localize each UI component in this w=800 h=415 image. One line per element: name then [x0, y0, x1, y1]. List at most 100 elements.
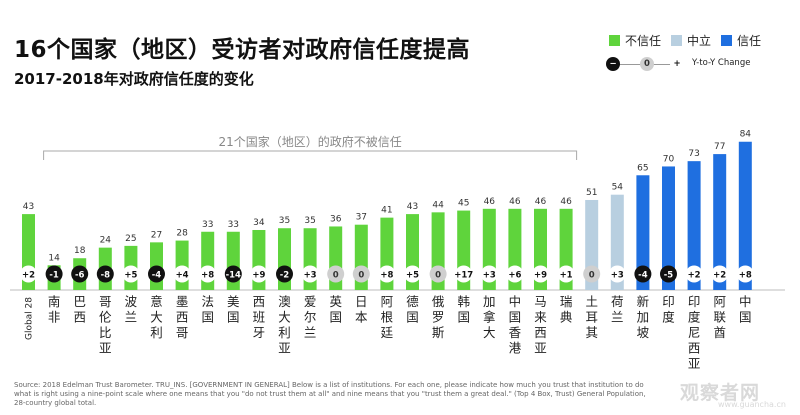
bar-value-label: 46 — [535, 197, 547, 207]
bar — [662, 166, 675, 290]
category-label: 中国香港 — [509, 294, 522, 356]
yoy-change-label: -4 — [638, 271, 648, 281]
bar-value-label: 70 — [663, 154, 675, 164]
bar-value-label: 84 — [740, 130, 752, 140]
category-label: 英国 — [329, 294, 342, 325]
yoy-change-label: 0 — [435, 271, 441, 281]
bar-value-label: 24 — [100, 236, 112, 246]
yoy-change-label: -8 — [101, 271, 111, 281]
watermark-url: www.guancha.cn — [718, 400, 786, 409]
yoy-change-circle — [122, 265, 140, 283]
yoy-change-label: -6 — [75, 271, 85, 281]
yoy-legend-zero: 0 — [640, 57, 654, 71]
category-label: 巴西 — [73, 294, 86, 325]
category-label: 意大利 — [150, 294, 163, 340]
bar-value-label: 35 — [279, 216, 290, 226]
category-label: 爱尔兰 — [304, 294, 317, 340]
category-label: 法国 — [201, 294, 214, 325]
bar-value-label: 25 — [125, 234, 136, 244]
bar-value-label: 41 — [381, 206, 392, 216]
bar — [636, 175, 650, 290]
category-label: 哥伦比亚 — [99, 294, 112, 356]
yoy-change-circle — [685, 265, 703, 283]
yoy-change-circle — [199, 265, 217, 283]
yoy-change-label: +6 — [508, 271, 521, 281]
legend-item-trust: 信任 — [721, 32, 761, 49]
yoy-change-circle — [608, 265, 626, 283]
yoy-legend-plus: + — [670, 57, 684, 71]
source-note: Source: 2018 Edelman Trust Barometer. TR… — [14, 381, 646, 407]
yoy-change-circle — [327, 265, 345, 283]
bar-value-label: 44 — [432, 200, 444, 210]
yoy-change-circle — [352, 265, 370, 283]
bar-value-label: 43 — [23, 202, 34, 212]
yoy-change-label: +4 — [176, 271, 189, 281]
chart-subtitle: 2017-2018年对政府信任度的变化 — [14, 70, 254, 88]
bar-value-label: 34 — [253, 218, 265, 228]
yoy-change-label: +17 — [454, 271, 473, 281]
yoy-change-label: 0 — [358, 271, 364, 281]
yoy-change-circle — [583, 265, 601, 283]
yoy-change-label: +1 — [560, 271, 573, 281]
yoy-change-circle — [506, 265, 524, 283]
distrust-annotation: 21个国家（地区）的政府不被信任 — [218, 134, 401, 149]
legend-swatch-distrust — [609, 35, 620, 46]
yoy-change-circle — [96, 265, 114, 283]
yoy-change-circle — [429, 265, 447, 283]
category-label: 俄罗斯 — [432, 294, 445, 340]
category-label: 新加坡 — [637, 294, 650, 340]
legend-label-neutral: 中立 — [687, 34, 712, 48]
bar-value-label: 37 — [356, 213, 367, 223]
watermark-logo: 观察者网 — [680, 382, 761, 404]
yoy-change-circle — [301, 265, 319, 283]
bar-value-label: 45 — [458, 199, 469, 209]
yoy-change-circle — [532, 265, 549, 283]
category-label: 阿根廷 — [381, 294, 394, 340]
yoy-change-circle — [455, 265, 473, 283]
category-label: 韩国 — [457, 294, 470, 325]
category-label: 西班牙 — [253, 294, 266, 340]
legend-swatch-trust — [721, 35, 732, 46]
yoy-legend-label: Y-to-Y Change — [692, 58, 751, 68]
bar-value-label: 27 — [151, 230, 162, 240]
bar-value-label: 28 — [176, 229, 188, 239]
category-label: 印度 — [662, 294, 675, 325]
yoy-change-label: +3 — [304, 271, 317, 281]
bar-value-label: 46 — [560, 197, 572, 207]
yoy-legend-minus: − — [606, 57, 620, 71]
yoy-change-label: +8 — [380, 271, 393, 281]
category-label: 波兰 — [125, 294, 138, 325]
bar-value-label: 46 — [509, 197, 521, 207]
bar-value-label: 35 — [304, 216, 315, 226]
yoy-change-circle — [45, 265, 63, 283]
bar-value-label: 14 — [48, 253, 60, 263]
chart-title: 16个国家（地区）受访者对政府信任度提高 — [14, 37, 471, 63]
legend-swatch-neutral — [671, 35, 682, 46]
yoy-change-label: -4 — [152, 271, 162, 281]
bar-value-label: 65 — [637, 163, 648, 173]
yoy-legend: − 0 + Y-to-Y Change — [600, 56, 790, 72]
yoy-change-label: +5 — [406, 271, 419, 281]
yoy-change-label: +3 — [611, 271, 624, 281]
bar-value-label: 77 — [714, 142, 725, 152]
yoy-change-circle — [20, 265, 37, 283]
legend-label-distrust: 不信任 — [625, 34, 662, 48]
yoy-change-circle — [557, 265, 575, 283]
legend-item-distrust: 不信任 — [609, 32, 661, 49]
yoy-change-label: -5 — [664, 271, 674, 281]
category-label: 日本 — [355, 294, 368, 325]
yoy-change-label: -14 — [226, 271, 241, 281]
category-label: 墨西哥 — [176, 294, 189, 340]
category-label: 美国 — [227, 294, 240, 325]
category-label: 中国 — [739, 294, 752, 325]
bar-value-label: 33 — [202, 220, 213, 230]
bar — [713, 154, 727, 290]
yoy-change-label: -2 — [280, 271, 290, 281]
bar — [687, 161, 701, 290]
yoy-change-circle — [276, 265, 293, 283]
yoy-change-label: -1 — [49, 271, 59, 281]
yoy-change-circle — [660, 265, 677, 283]
category-label: 阿联酋 — [713, 294, 726, 340]
yoy-change-label: +8 — [201, 271, 214, 281]
